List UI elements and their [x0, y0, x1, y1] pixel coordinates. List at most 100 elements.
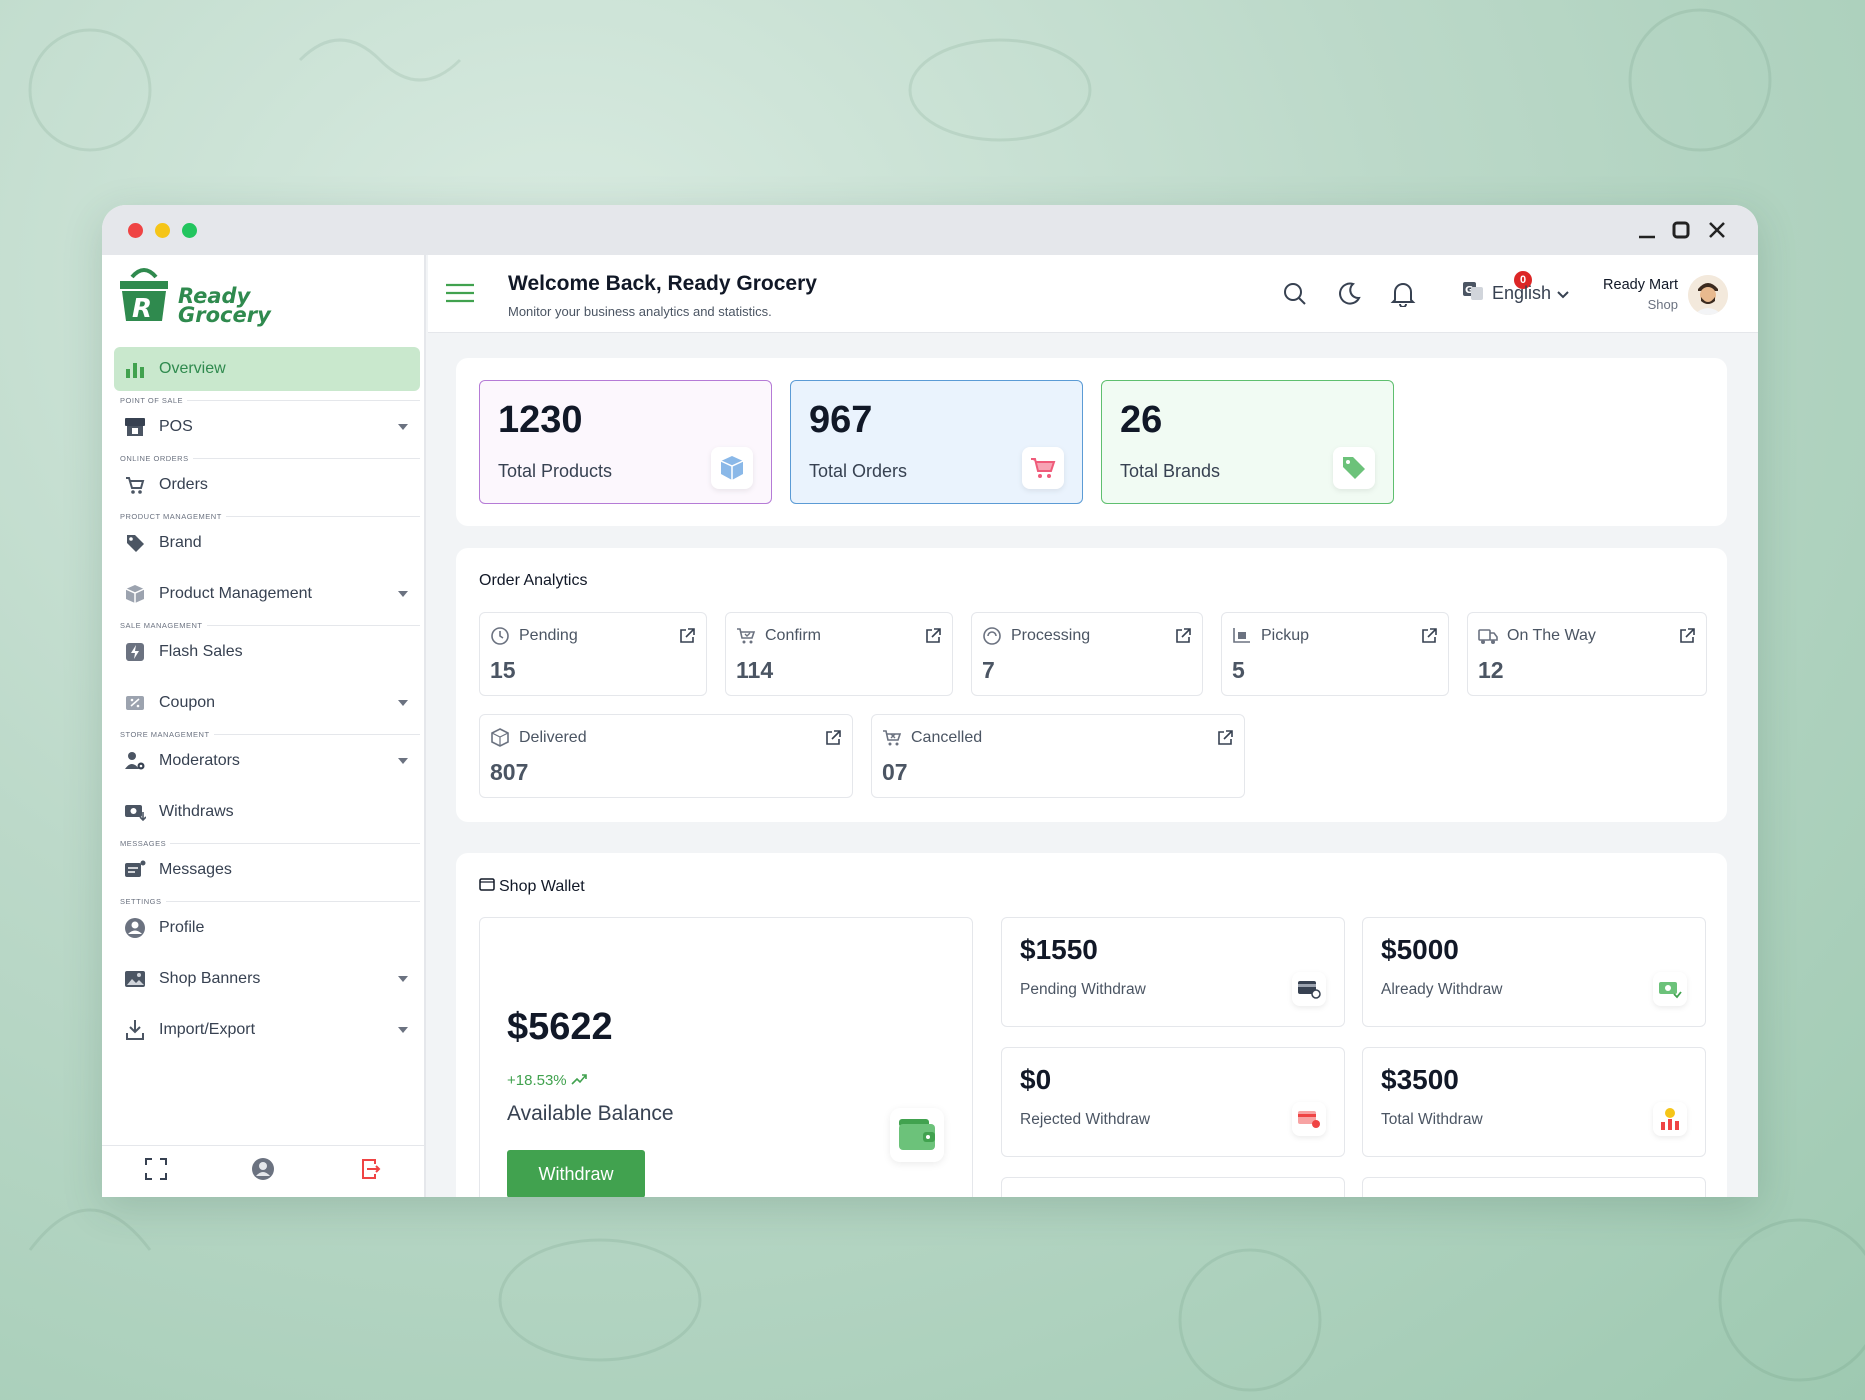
sidebar-item-import-export[interactable]: Import/Export — [114, 1008, 420, 1052]
order-status-cancelled[interactable]: Cancelled 07 — [871, 714, 1245, 798]
sidebar-item-overview[interactable]: Overview — [114, 347, 420, 391]
order-status-on-the-way[interactable]: On The Way 12 — [1467, 612, 1707, 696]
search-icon[interactable] — [1282, 281, 1308, 307]
order-status-value: 5 — [1232, 657, 1245, 683]
sidebar-item-messages[interactable]: Messages — [114, 848, 420, 892]
order-status-label: Pending — [519, 627, 578, 644]
zoom-dot[interactable] — [182, 223, 197, 238]
sidebar-item-label: Moderators — [159, 752, 240, 769]
language-selector[interactable]: G English — [1462, 281, 1569, 306]
order-status-label: Processing — [1011, 627, 1091, 644]
sidebar-item-label: Withdraws — [159, 803, 234, 820]
sidebar-item-pos[interactable]: POS — [114, 405, 420, 449]
close-icon[interactable] — [1704, 217, 1730, 243]
chevron-down-icon — [398, 976, 408, 982]
logout-icon[interactable] — [358, 1157, 382, 1186]
cart-icon — [124, 474, 146, 496]
order-status-delivered[interactable]: Delivered 807 — [479, 714, 853, 798]
section-label-settings: SETTINGS — [114, 896, 420, 906]
card-reject-icon — [1292, 1102, 1326, 1136]
sidebar-item-moderators[interactable]: Moderators — [114, 739, 420, 783]
external-link-icon[interactable] — [824, 729, 842, 747]
close-dot[interactable] — [128, 223, 143, 238]
external-link-icon[interactable] — [1174, 627, 1192, 645]
brand-name: Ready Grocery — [178, 284, 271, 326]
external-link-icon[interactable] — [1420, 627, 1438, 645]
sidebar-item-brand[interactable]: Brand — [114, 521, 420, 565]
sidebar-item-coupon[interactable]: Coupon — [114, 681, 420, 725]
growth-value: +18.53% — [507, 1072, 567, 1089]
sidebar-item-label: Shop Banners — [159, 970, 261, 987]
sidebar-item-shop-banners[interactable]: Shop Banners — [114, 957, 420, 1001]
card-pending-icon — [1292, 972, 1326, 1006]
order-status-pending[interactable]: Pending 15 — [479, 612, 707, 696]
sidebar-item-label: Coupon — [159, 694, 216, 711]
clock-icon — [490, 626, 510, 646]
shop-wallet-title: Shop Wallet — [479, 877, 585, 896]
stat-total-products[interactable]: 1230 Total Products — [479, 380, 772, 504]
chevron-down-icon — [1557, 283, 1569, 304]
order-status-value: 15 — [490, 657, 516, 683]
language-label: English — [1492, 283, 1552, 303]
sidebar-item-label: Flash Sales — [159, 643, 243, 660]
avatar[interactable] — [1688, 275, 1728, 315]
section-label-pos: POINT OF SALE — [114, 395, 420, 405]
wallet-card-label: Total Withdraw — [1381, 1111, 1483, 1128]
order-status-confirm[interactable]: Confirm 114 — [725, 612, 953, 696]
order-status-pickup[interactable]: Pickup 5 — [1221, 612, 1449, 696]
user-name[interactable]: Ready Mart — [1603, 277, 1678, 293]
sidebar-item-orders[interactable]: Orders — [114, 463, 420, 507]
minimize-dot[interactable] — [155, 223, 170, 238]
sidebar-item-profile[interactable]: Profile — [114, 906, 420, 950]
title-bar — [102, 205, 1758, 255]
translate-icon: G — [1462, 281, 1484, 306]
wallet-card-value: $3500 — [1381, 1064, 1459, 1095]
message-icon — [124, 859, 146, 881]
wallet-card-pending: $1550 Pending Withdraw — [1001, 917, 1345, 1027]
sidebar-item-label: Brand — [159, 534, 202, 551]
sidebar-item-label: Profile — [159, 919, 205, 936]
user-icon[interactable] — [251, 1157, 275, 1186]
user-gear-icon — [124, 750, 146, 772]
notification-badge: 0 — [1514, 271, 1532, 289]
external-link-icon[interactable] — [924, 627, 942, 645]
sidebar-item-withdraws[interactable]: Withdraws — [114, 790, 420, 834]
sidebar-item-label: POS — [159, 418, 193, 435]
chevron-down-icon — [398, 424, 408, 430]
withdraw-button[interactable]: Withdraw — [507, 1150, 645, 1197]
menu-icon[interactable] — [446, 283, 474, 308]
top-bar: Welcome Back, Ready Grocery Monitor your… — [428, 255, 1758, 333]
cart-check-icon — [736, 626, 756, 646]
dark-mode-icon[interactable] — [1336, 281, 1362, 307]
image-icon — [124, 968, 146, 990]
chevron-down-icon — [398, 758, 408, 764]
stat-total-orders[interactable]: 967 Total Orders — [790, 380, 1083, 504]
bell-icon[interactable] — [1390, 281, 1416, 308]
tag-icon — [1333, 447, 1375, 489]
minimize-icon[interactable] — [1634, 217, 1660, 243]
user-role: Shop — [1647, 297, 1678, 312]
balance-value: $5622 — [507, 1006, 613, 1048]
wallet-card-total: $3500 Total Withdraw — [1362, 1047, 1706, 1157]
wallet-card-value: $0 — [1020, 1064, 1052, 1095]
maximize-icon[interactable] — [1668, 217, 1694, 243]
fullscreen-icon[interactable] — [144, 1157, 168, 1186]
cube-icon — [711, 447, 753, 489]
stat-total-brands[interactable]: 26 Total Brands — [1101, 380, 1394, 504]
chevron-down-icon — [398, 1027, 408, 1033]
brand-logo[interactable]: R Ready Grocery — [114, 263, 274, 327]
balance-label: Available Balance — [507, 1102, 674, 1125]
wallet-card-label: Already Withdraw — [1381, 981, 1503, 998]
coin-chart-icon — [1653, 1102, 1687, 1136]
external-link-icon[interactable] — [1216, 729, 1234, 747]
sidebar-item-product-management[interactable]: Product Management — [114, 572, 420, 616]
page-subtitle: Monitor your business analytics and stat… — [508, 304, 772, 319]
external-link-icon[interactable] — [1678, 627, 1696, 645]
wallet-card-rejected: $0 Rejected Withdraw — [1001, 1047, 1345, 1157]
order-status-processing[interactable]: Processing 7 — [971, 612, 1203, 696]
brand-line-1: Ready — [178, 284, 251, 308]
external-link-icon[interactable] — [678, 627, 696, 645]
sidebar-item-flash-sales[interactable]: Flash Sales — [114, 630, 420, 674]
stats-panel: 1230 Total Products 967 Total Orders 26 … — [456, 358, 1727, 526]
